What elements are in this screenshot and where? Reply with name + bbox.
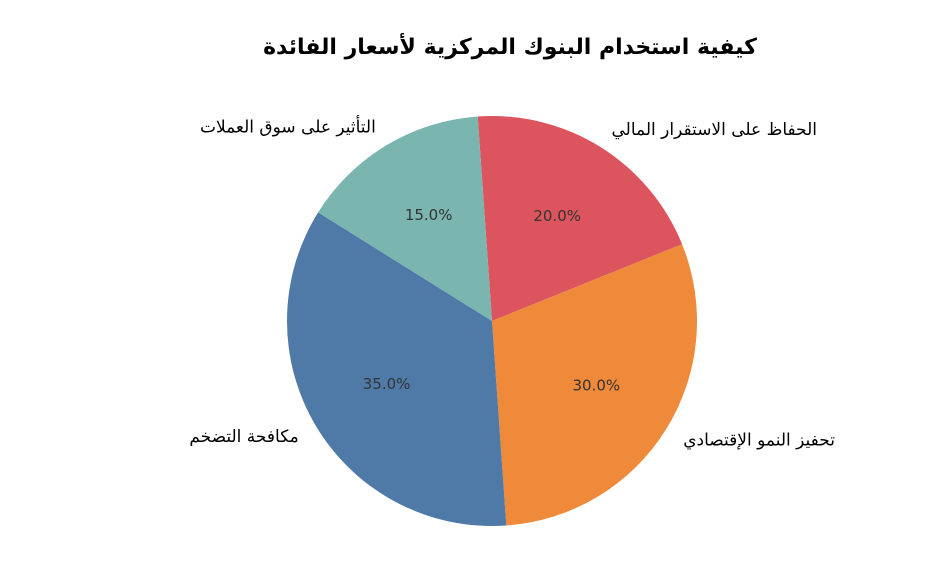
slice-label: تحفيز النمو الإقتصادي <box>683 430 835 450</box>
percent-label: 20.0% <box>533 207 581 225</box>
percent-label: 15.0% <box>405 206 453 224</box>
percent-label: 35.0% <box>363 375 411 393</box>
slice-label: التأثير على سوق العملات <box>200 115 376 138</box>
slice-label: مكافحة التضخم <box>189 427 298 447</box>
pie-slice <box>286 212 507 526</box>
pie-slice <box>477 115 683 321</box>
pie-slice <box>492 244 698 526</box>
chart-title: كيفية استخدام البنوك المركزية لأسعار الف… <box>263 32 757 60</box>
slice-label: الحفاظ على الاستقرار المالي <box>611 120 817 140</box>
percent-label: 30.0% <box>572 377 620 395</box>
pie-slice <box>318 116 492 322</box>
